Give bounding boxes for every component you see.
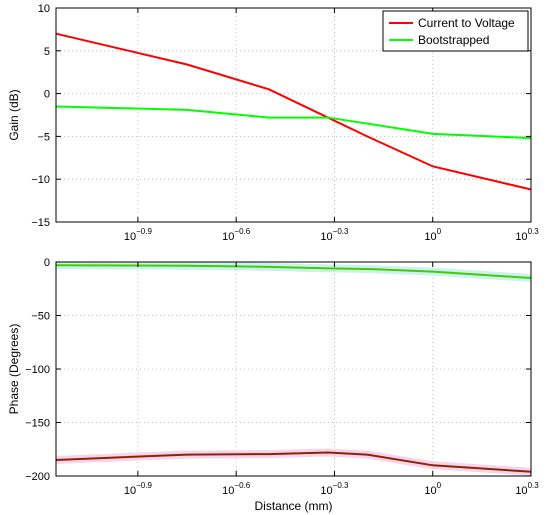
gain-x-tick-base: 10	[424, 231, 436, 243]
gain-x-tick-label: 100.3	[515, 227, 539, 243]
gain-x-tick-base: 10	[124, 231, 136, 243]
phase-x-tick-base: 10	[124, 485, 136, 497]
gain-x-tick-exp: 0	[437, 227, 442, 236]
phase-y-axis-label: Phase (Degrees)	[7, 324, 21, 415]
phase-x-tick-base: 10	[424, 485, 436, 497]
phase-y-tick-label: −100	[25, 364, 50, 376]
gain-x-tick-label: 100	[424, 227, 441, 243]
gain-y-tick-label: 5	[44, 46, 50, 58]
gain-x-tick-label: 10−0.3	[320, 227, 349, 243]
gain-x-tick-exp: −0.9	[136, 227, 152, 236]
phase-x-tick-exp: −0.6	[234, 481, 250, 490]
phase-x-tick-label: 10−0.9	[124, 481, 153, 497]
phase-x-tick-exp: −0.9	[136, 481, 152, 490]
gain-x-tick-label: 10−0.6	[222, 227, 251, 243]
gain-x-tick-label: 10−0.9	[124, 227, 153, 243]
gain-x-tick-base: 10	[222, 231, 234, 243]
legend-label-1: Bootstrapped	[418, 33, 489, 47]
gain-y-tick-label: −10	[31, 174, 50, 186]
phase-y-tick-label: −50	[31, 311, 50, 323]
phase-x-tick-label: 100.3	[515, 481, 539, 497]
phase-x-tick-label: 100	[424, 481, 441, 497]
gain-x-tick-exp: −0.3	[333, 227, 349, 236]
phase-x-tick-exp: −0.3	[333, 481, 349, 490]
phase-x-axis-label: Distance (mm)	[254, 499, 332, 513]
gain-x-tick-base: 10	[320, 231, 332, 243]
phase-x-tick-label: 10−0.6	[222, 481, 251, 497]
gain-y-axis-label: Gain (dB)	[7, 89, 21, 140]
phase-x-tick-label: 10−0.3	[320, 481, 349, 497]
gain-legend: Current to Voltage Bootstrapped	[382, 10, 529, 52]
gain-x-tick-exp: 0.3	[528, 227, 540, 236]
phase-y-tick-label: 0	[44, 257, 50, 269]
gain-axes-box	[55, 7, 532, 223]
gain-y-tick-label: 0	[44, 89, 50, 101]
gain-y-tick-label: −5	[37, 131, 50, 143]
phase-plot-area	[56, 262, 531, 476]
phase-x-tick-base: 10	[515, 485, 527, 497]
gain-y-tick-label: −15	[31, 217, 50, 229]
gain-x-tick-exp: −0.6	[234, 227, 250, 236]
phase-x-tick-base: 10	[320, 485, 332, 497]
phase-x-tick-base: 10	[222, 485, 234, 497]
gain-y-tick-label: 10	[38, 3, 50, 15]
gain-x-tick-base: 10	[515, 231, 527, 243]
phase-x-tick-exp: 0.3	[528, 481, 540, 490]
phase-y-tick-label: −200	[25, 471, 50, 483]
phase-y-tick-label: −150	[25, 418, 50, 430]
legend-label-0: Current to Voltage	[418, 16, 515, 30]
legend-box	[382, 10, 529, 52]
phase-x-tick-exp: 0	[437, 481, 442, 490]
